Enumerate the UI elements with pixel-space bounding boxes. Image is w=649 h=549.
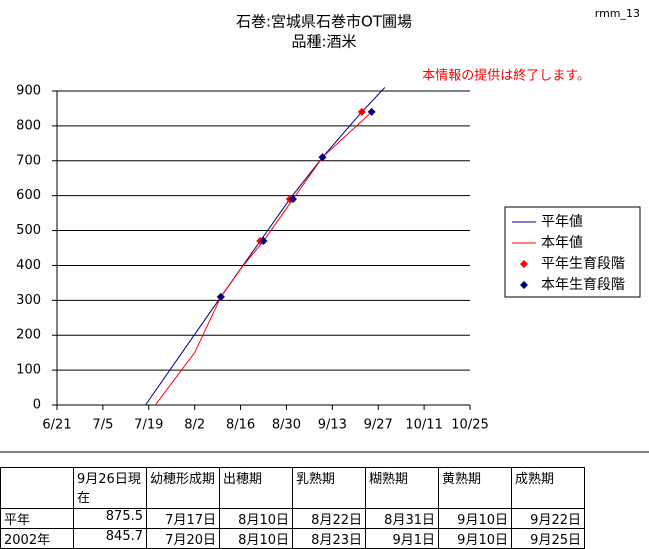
chart-title: 石巻:宮城県石巻市OT圃場 <box>236 13 412 31</box>
x-tick-label: 6/21 <box>42 418 71 433</box>
table-cell: 平年 <box>0 508 74 529</box>
series-line <box>154 111 373 406</box>
series-marker <box>259 237 268 246</box>
y-tick-label: 900 <box>16 84 41 99</box>
x-tick-label: 8/30 <box>272 418 301 433</box>
x-tick-label: 7/5 <box>92 418 113 433</box>
y-tick-label: 400 <box>16 258 41 273</box>
table-cell: 9月22日 <box>511 508 585 529</box>
legend-label: 本年生育段階 <box>541 277 625 293</box>
series-marker <box>318 153 327 162</box>
series-line <box>145 87 386 406</box>
series-marker <box>216 292 225 301</box>
x-tick-label: 10/25 <box>451 418 488 433</box>
table-cell: 7月17日 <box>146 508 220 529</box>
y-tick-label: 300 <box>16 293 41 308</box>
table-cell: 845.7 <box>73 528 147 549</box>
table-cell: 糊熟期 <box>365 467 439 509</box>
table-cell: 出穂期 <box>219 467 293 509</box>
x-tick-label: 9/13 <box>318 418 347 433</box>
x-tick-label: 10/11 <box>405 418 442 433</box>
legend-label: 平年生育段階 <box>541 256 625 272</box>
table-cell: 9月10日 <box>438 508 512 529</box>
data-table: 9月26日現在 幼穂形成期 出穂期 乳熟期 糊熟期 黄熟期 成熟期 平年 875.5 7月17日 8… <box>0 467 585 549</box>
x-tick-label: 7/19 <box>134 418 163 433</box>
x-tick-label: 8/2 <box>184 418 205 433</box>
annotation: 本情報の提供は終了します。 <box>422 68 590 84</box>
table-cell <box>0 467 74 509</box>
table-cell: 黄熟期 <box>438 467 512 509</box>
y-tick-label: 100 <box>16 363 41 378</box>
table-row: 平年 875.5 7月17日 8月10日 8月22日 8月31日 9月10日 9月22日 <box>0 508 585 529</box>
y-tick-label: 700 <box>16 153 41 168</box>
y-tick-label: 800 <box>16 118 41 133</box>
chart-code: rmm_13 <box>595 7 640 20</box>
table-row: 2002年 845.7 7月20日 8月10日 8月23日 9月1日 9月10日 9月25日 <box>0 528 585 549</box>
table-cell: 9月10日 <box>438 528 512 549</box>
y-tick-label: 200 <box>16 328 41 343</box>
x-tick-label: 8/16 <box>226 418 255 433</box>
series-marker <box>289 195 297 204</box>
series-marker <box>357 107 366 116</box>
table-cell: 9月26日現在 <box>73 467 147 509</box>
table-cell: 8月31日 <box>365 508 439 529</box>
y-tick-label: 0 <box>33 398 41 413</box>
table-cell: 乳熟期 <box>292 467 366 509</box>
table-cell: 9月1日 <box>365 528 439 549</box>
legend-label: 本年値 <box>541 235 583 251</box>
table-cell: 成熟期 <box>511 467 585 509</box>
table-cell: 8月10日 <box>219 528 293 549</box>
chart-subtitle: 品種:酒米 <box>291 33 356 51</box>
legend-marker <box>520 260 528 268</box>
table-header: 9月26日現在 幼穂形成期 出穂期 乳熟期 糊熟期 黄熟期 成熟期 <box>0 467 585 509</box>
table-cell: 2002年 <box>0 528 74 549</box>
table-cell: 9月25日 <box>511 528 585 549</box>
table-cell: 7月20日 <box>146 528 220 549</box>
legend-label: 平年値 <box>541 214 583 230</box>
series-marker <box>367 107 376 116</box>
table-cell: 8月22日 <box>292 508 366 529</box>
x-tick-label: 9/27 <box>364 418 393 433</box>
table-cell: 875.5 <box>73 508 147 529</box>
table-cell: 8月23日 <box>292 528 366 549</box>
table-cell: 幼穂形成期 <box>146 467 220 509</box>
legend-marker <box>520 281 528 289</box>
y-tick-label: 500 <box>16 223 41 238</box>
table-cell: 8月10日 <box>219 508 293 529</box>
chart: 石巻:宮城県石巻市OT圃場 品種:酒米 rmm_13 本情報の提供は終了します。… <box>0 7 649 453</box>
y-tick-label: 600 <box>16 188 41 203</box>
